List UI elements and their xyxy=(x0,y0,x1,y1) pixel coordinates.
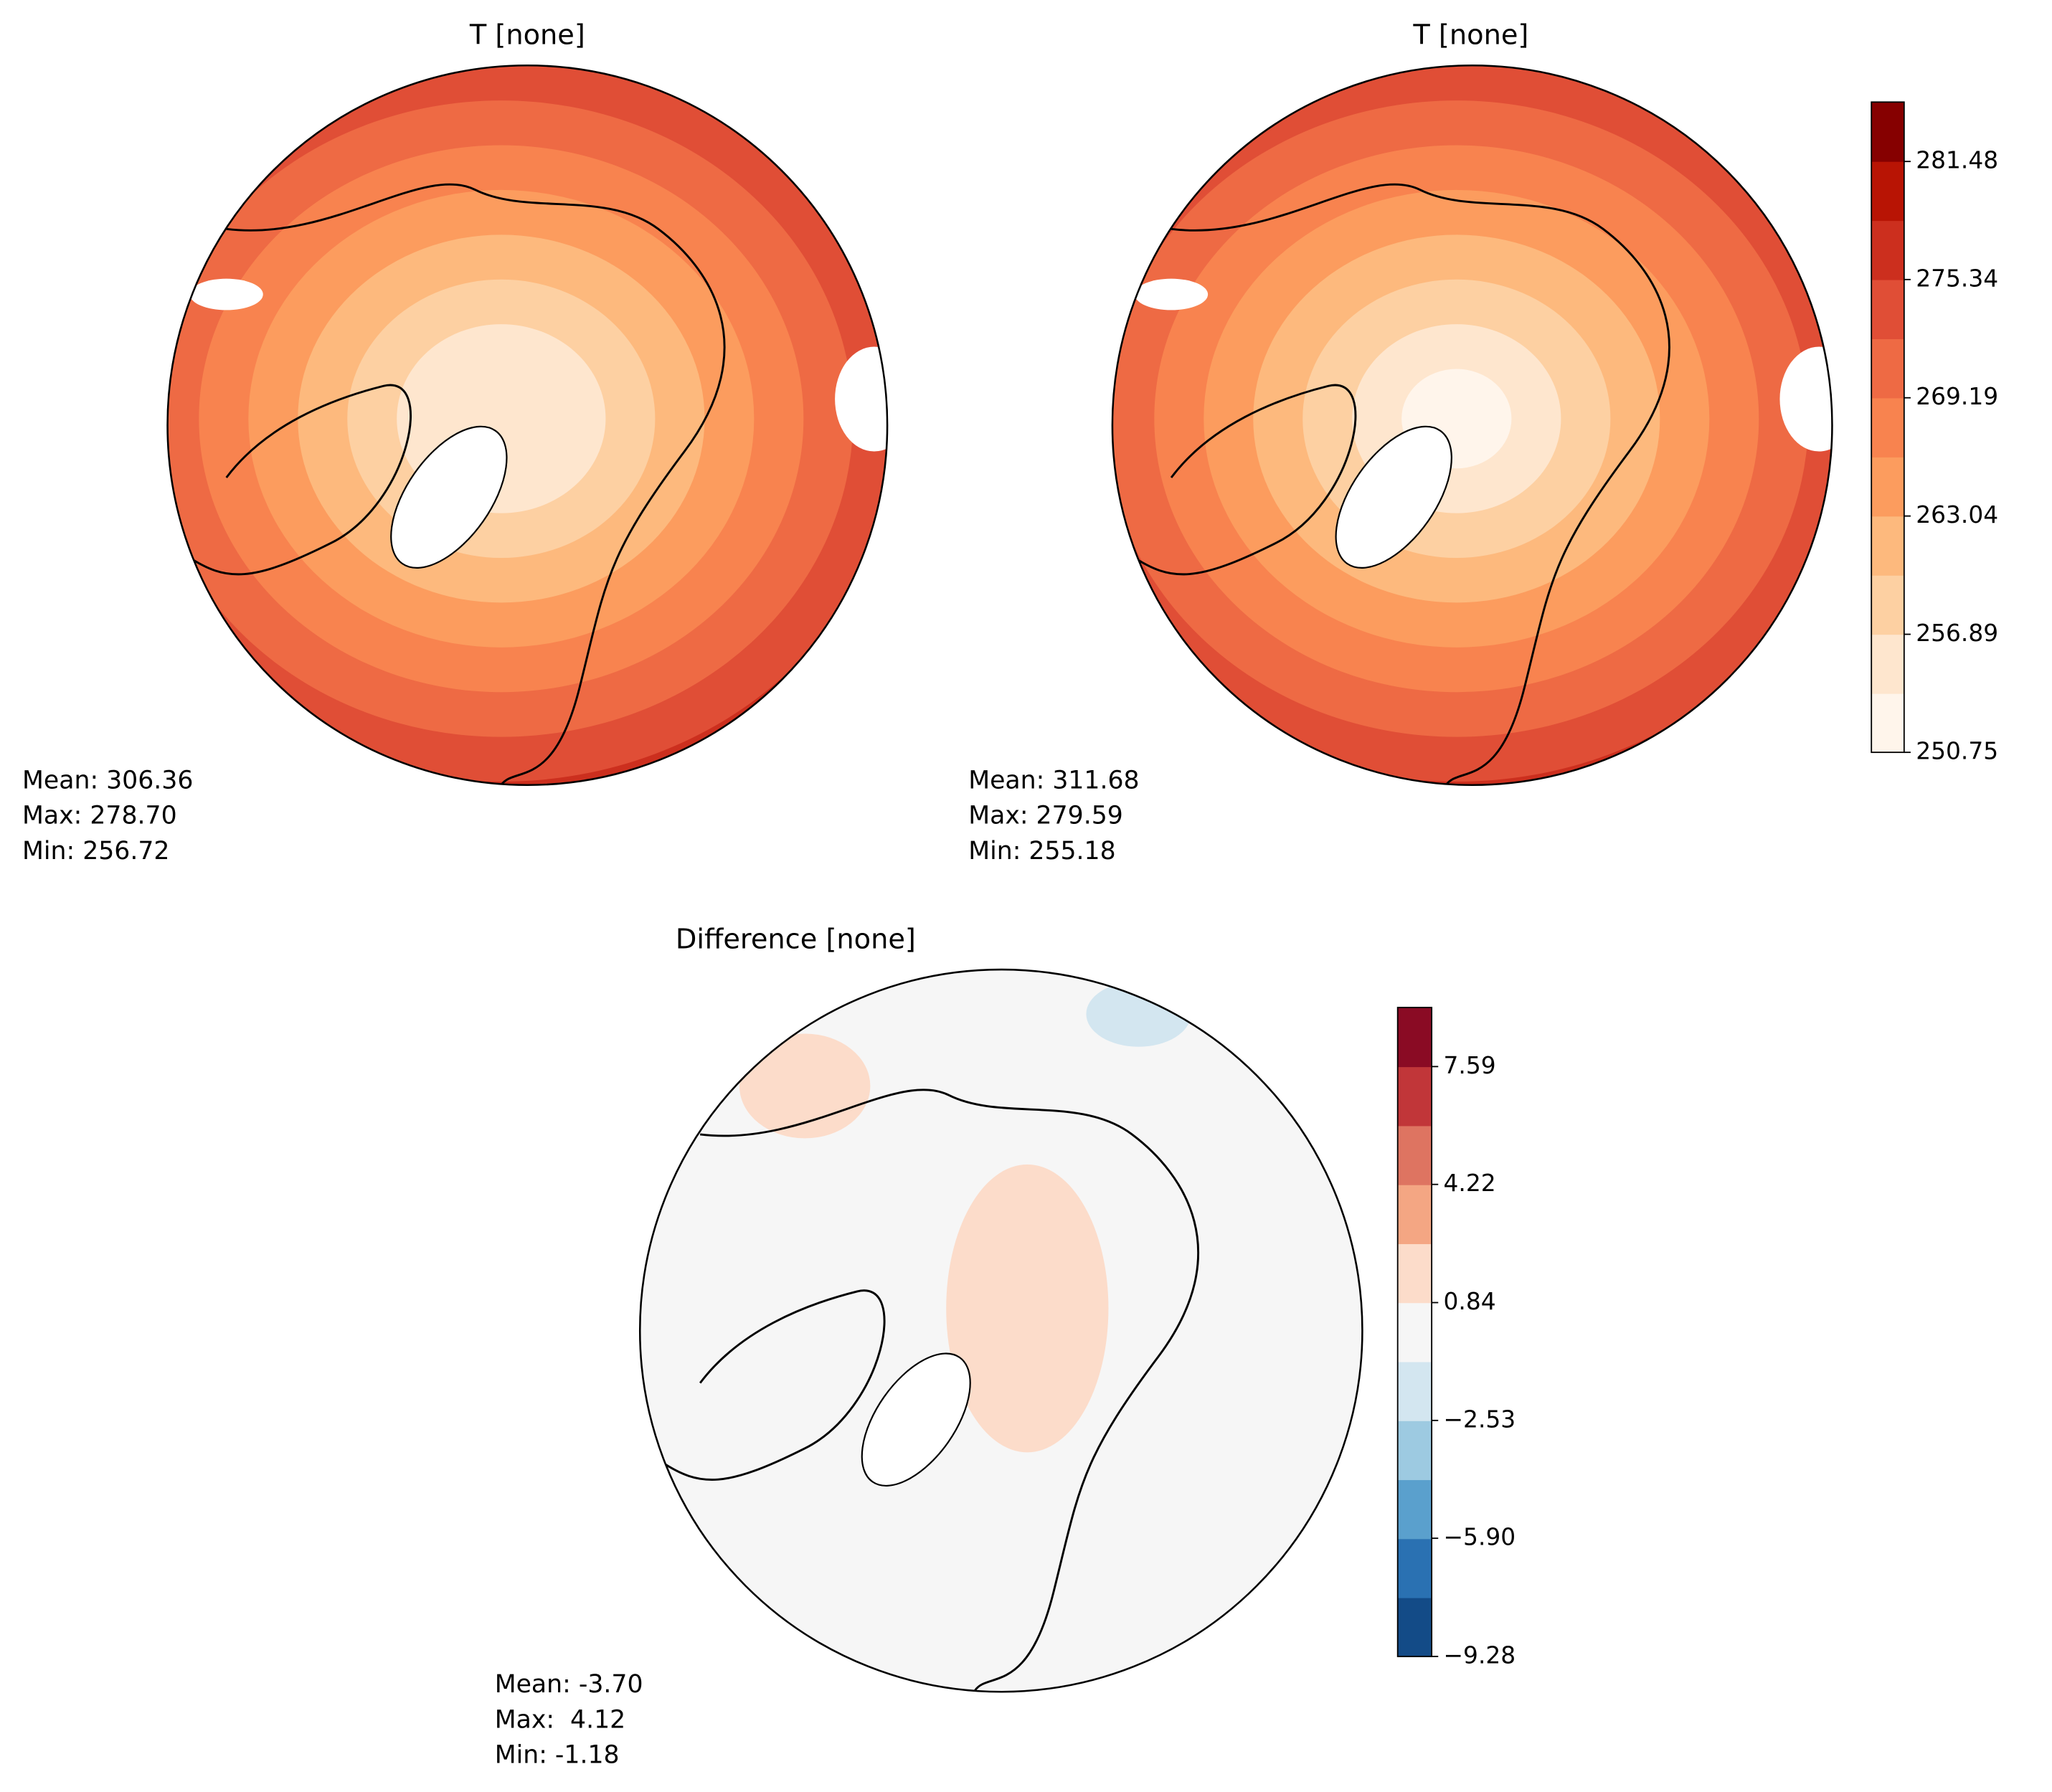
coastline xyxy=(1131,384,1357,576)
stat-text: Min: 256.72 xyxy=(22,837,169,866)
colorbar-band xyxy=(1871,397,1904,458)
colorbar-tick-label: 7.59 xyxy=(1444,1052,1496,1079)
stat-text: Max: 279.59 xyxy=(968,802,1123,830)
stat-text: Max: 278.70 xyxy=(22,802,177,830)
stat-text: Max: 4.12 xyxy=(495,1705,626,1734)
colorbar-tick-label: 256.89 xyxy=(1916,620,1998,647)
colorbar-tick-label: 275.34 xyxy=(1916,265,1998,292)
panel-title: T [none] xyxy=(1412,19,1528,52)
missing-area xyxy=(1134,278,1209,310)
colorbar-tick-label: −2.53 xyxy=(1444,1405,1516,1433)
greenland xyxy=(390,425,508,569)
stat-text: Min: -1.18 xyxy=(495,1741,620,1770)
colorbar-band xyxy=(1871,102,1904,162)
colorbar-band xyxy=(1397,1302,1432,1362)
colorbar-band xyxy=(1397,1066,1432,1127)
colorbar-tick-label: 263.04 xyxy=(1916,501,1998,528)
colorbar-tick-label: 4.22 xyxy=(1444,1170,1496,1197)
greenland xyxy=(861,1352,971,1487)
colorbar-band xyxy=(1397,1479,1432,1540)
colorbar-tick-label: 250.75 xyxy=(1916,738,1998,765)
stat-text: Mean: -3.70 xyxy=(495,1670,643,1699)
colorbar-band xyxy=(1397,1538,1432,1598)
stat-text: Mean: 306.36 xyxy=(22,766,193,795)
missing-area xyxy=(1779,346,1833,452)
colorbar-tick-label: −5.90 xyxy=(1444,1524,1516,1551)
colorbar-tick-label: 0.84 xyxy=(1444,1288,1496,1315)
map-contour xyxy=(946,1164,1109,1453)
colorbar-band xyxy=(1871,634,1904,694)
colorbar-band xyxy=(1397,1243,1432,1304)
coastline xyxy=(226,183,726,785)
panel-title: Difference [none] xyxy=(676,923,916,955)
missing-area xyxy=(835,346,888,452)
map xyxy=(640,970,1363,1692)
panel-title: T [none] xyxy=(469,19,585,52)
colorbar-band xyxy=(1397,1361,1432,1421)
missing-area xyxy=(189,278,263,310)
colorbar-band xyxy=(1397,1184,1432,1244)
colorbar-band xyxy=(1871,456,1904,517)
coastline xyxy=(660,1289,886,1481)
colorbar-tick-label: −9.28 xyxy=(1444,1641,1516,1669)
colorbar-band xyxy=(1397,1420,1432,1481)
coastline xyxy=(699,1089,1200,1692)
colorbar-band xyxy=(1871,693,1904,754)
greenland xyxy=(1335,425,1452,569)
colorbar-band xyxy=(1871,574,1904,635)
map-boundary xyxy=(166,64,889,787)
colorbar-band xyxy=(1397,1125,1432,1185)
colorbar-frame xyxy=(1396,1007,1433,1657)
stat-text: Min: 255.18 xyxy=(968,837,1115,866)
colorbar-band xyxy=(1871,279,1904,339)
coastline xyxy=(1171,183,1670,785)
map xyxy=(1112,65,1833,785)
map-boundary xyxy=(638,968,1363,1693)
stat-text: Mean: 311.68 xyxy=(968,766,1139,795)
colorbar-band xyxy=(1871,516,1904,576)
colorbar-band xyxy=(1871,161,1904,222)
colorbar-tick-label: 281.48 xyxy=(1916,147,1998,174)
map-boundary xyxy=(1111,64,1833,787)
coastline xyxy=(186,384,412,576)
colorbar-band xyxy=(1397,1007,1432,1068)
colorbar-band xyxy=(1871,338,1904,399)
map xyxy=(167,65,888,785)
colorbar-band xyxy=(1871,220,1904,280)
colorbar-frame xyxy=(1871,101,1905,754)
colorbar-band xyxy=(1397,1597,1432,1657)
colorbar-tick-label: 269.19 xyxy=(1916,383,1998,410)
